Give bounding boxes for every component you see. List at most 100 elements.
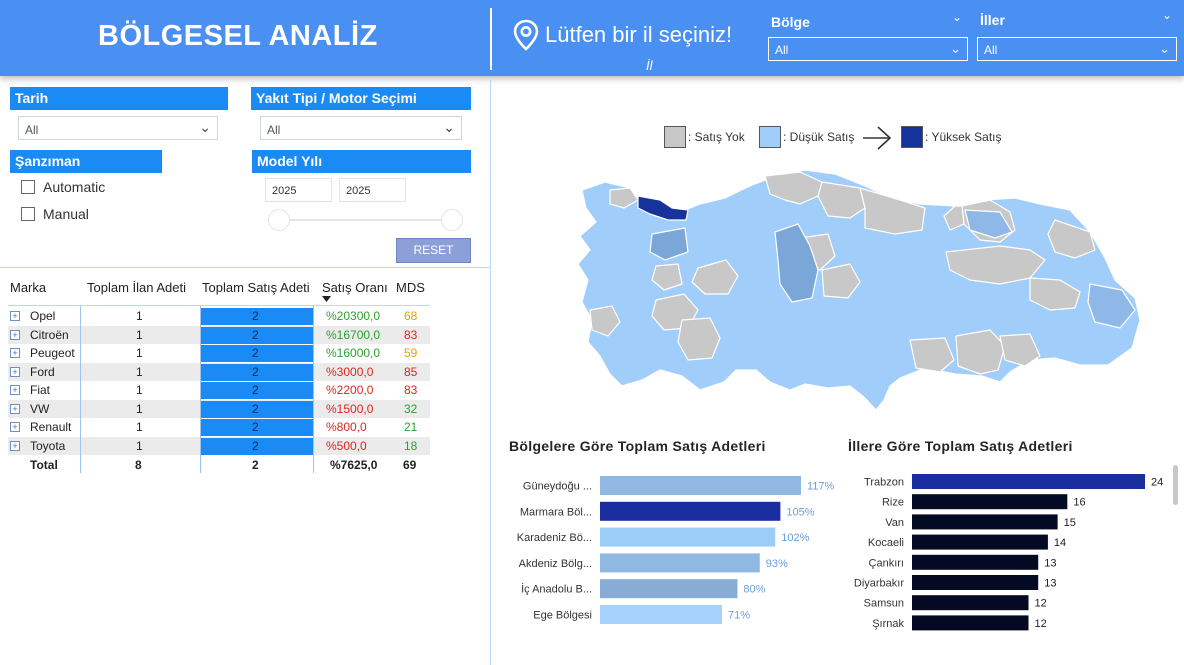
map-province-medium	[649, 227, 689, 261]
table-row[interactable]: + VW 1 2 %1500,0 32	[8, 399, 430, 418]
cell-mds: 32	[404, 401, 418, 416]
bar-value-label: 80%	[743, 584, 765, 596]
header-divider	[490, 8, 492, 70]
column-line	[80, 306, 81, 473]
col-header-oran[interactable]: Satış Oranı	[322, 280, 388, 295]
bar-category-label: Güneydoğu ...	[523, 481, 592, 493]
cell-satis: 2	[252, 364, 259, 379]
expand-icon[interactable]: +	[10, 366, 20, 377]
model-yili-from-input[interactable]: 2025	[265, 178, 332, 202]
map-province-high	[637, 195, 689, 221]
manual-checkbox[interactable]	[21, 207, 35, 221]
model-yili-slider-track[interactable]	[278, 219, 453, 221]
sanziman-header: Şanzıman	[10, 150, 162, 173]
map-province-gray	[821, 263, 861, 299]
table-total-row: Total 8 2 %7625,0 69	[8, 456, 430, 474]
il-chart-scrollbar[interactable]	[1173, 465, 1178, 505]
iller-dropdown[interactable]: All ⌄	[977, 37, 1177, 61]
bolge-label: Bölge	[771, 14, 810, 30]
table-row[interactable]: + Citroën 1 2 %16700,0 83	[8, 325, 430, 344]
col-header-satis[interactable]: Toplam Satış Adeti	[202, 280, 310, 295]
bar[interactable]	[912, 615, 1029, 631]
bar[interactable]	[912, 575, 1039, 590]
table-row[interactable]: + Fiat 1 2 %2200,0 83	[8, 381, 430, 399]
bar-category-label: Samsun	[864, 598, 904, 610]
model-yili-header: Model Yılı	[252, 150, 471, 173]
bar-category-label: Karadeniz Bö...	[517, 532, 592, 544]
bolge-collapse-icon[interactable]: ⌄	[952, 10, 963, 24]
expand-icon[interactable]: +	[10, 422, 20, 432]
bolge-dropdown[interactable]: All ⌄	[768, 37, 968, 61]
cell-mds: 21	[404, 420, 418, 434]
bar[interactable]	[912, 534, 1048, 550]
cell-ilan: 1	[136, 401, 143, 416]
bolge-bar-chart[interactable]: Güneydoğu ... 117% Marmara Böl... 105% Karad…	[500, 465, 840, 635]
table-row[interactable]: + Toyota 1 2 %500,0 18	[8, 436, 430, 455]
bar-value-label: 12	[1035, 598, 1047, 610]
bar-category-label: Kocaeli	[868, 537, 904, 549]
expand-icon[interactable]: +	[10, 440, 20, 451]
manual-option[interactable]: Manual	[21, 206, 89, 222]
yakit-dropdown[interactable]: All ⌄	[260, 116, 462, 140]
manual-label: Manual	[43, 206, 89, 222]
bar[interactable]	[912, 514, 1058, 530]
cell-mds: 83	[404, 327, 418, 342]
bar[interactable]	[600, 476, 801, 495]
legend-label-yok: : Satış Yok	[688, 130, 745, 144]
total-ilan: 8	[135, 458, 142, 472]
automatic-option[interactable]: Automatic	[21, 179, 105, 195]
map-province-gray	[909, 337, 955, 373]
slider-max-handle[interactable]	[441, 209, 463, 231]
expand-icon[interactable]: +	[10, 329, 20, 340]
cell-ilan: 1	[136, 438, 143, 453]
expand-icon[interactable]: +	[10, 385, 20, 395]
map-province-gray	[1029, 277, 1081, 311]
table-row[interactable]: + Ford 1 2 %3000,0 85	[8, 362, 430, 381]
bar[interactable]	[912, 595, 1029, 611]
bar[interactable]	[600, 553, 760, 573]
map-province-medium	[774, 223, 819, 303]
il-chart-title: İllere Göre Toplam Satış Adetleri	[848, 438, 1073, 454]
col-header-marka[interactable]: Marka	[10, 280, 47, 295]
expand-icon[interactable]: +	[10, 311, 20, 321]
bar[interactable]	[912, 554, 1039, 570]
cell-marka: Peugeot	[30, 346, 75, 360]
bar[interactable]	[600, 579, 738, 599]
cell-satis-bar	[201, 363, 313, 381]
turkey-province-map[interactable]	[560, 160, 1145, 415]
il-bar-chart[interactable]: Trabzon 24 Rize 16 Van 15 Kocaeli 14 Çankırı 13 Di…	[840, 465, 1170, 635]
bar-value-label: 71%	[728, 610, 750, 622]
bar-value-label: 13	[1044, 557, 1056, 569]
expand-icon[interactable]: +	[10, 403, 20, 414]
cell-marka: Ford	[30, 364, 55, 379]
legend-swatch-gray	[664, 126, 686, 148]
bar[interactable]	[600, 501, 781, 521]
map-province-medium	[964, 209, 1013, 239]
tarih-dropdown[interactable]: All ⌄	[18, 116, 218, 140]
total-satis: 2	[252, 458, 259, 472]
bar[interactable]	[912, 494, 1068, 510]
iller-collapse-icon[interactable]: ⌄	[1162, 8, 1173, 22]
bar[interactable]	[600, 605, 722, 624]
slider-min-handle[interactable]	[268, 209, 290, 231]
cell-oran: %16700,0	[326, 327, 381, 342]
column-line	[200, 306, 201, 473]
table-row[interactable]: + Peugeot 1 2 %16000,0 59	[8, 344, 430, 362]
bar-value-label: 117%	[807, 481, 835, 493]
cell-oran: %1500,0	[326, 401, 374, 416]
expand-icon[interactable]: +	[10, 348, 20, 358]
bar-category-label: Marmara Böl...	[520, 506, 592, 518]
table-row[interactable]: + Renault 1 2 %800,0 21	[8, 418, 430, 436]
reset-button[interactable]: RESET	[396, 238, 471, 263]
col-header-mds[interactable]: MDS	[396, 280, 425, 295]
cell-ilan: 1	[136, 309, 143, 323]
cell-mds: 83	[404, 383, 418, 397]
model-yili-to-input[interactable]: 2025	[339, 178, 406, 202]
map-province-gray	[651, 263, 683, 291]
table-row[interactable]: + Opel 1 2 %20300,0 68	[8, 307, 430, 325]
col-header-ilan[interactable]: Toplam İlan Adeti	[87, 280, 187, 295]
bar[interactable]	[912, 474, 1145, 489]
cell-oran: %800,0	[326, 420, 367, 434]
bar[interactable]	[600, 527, 776, 547]
automatic-checkbox[interactable]	[21, 180, 35, 194]
